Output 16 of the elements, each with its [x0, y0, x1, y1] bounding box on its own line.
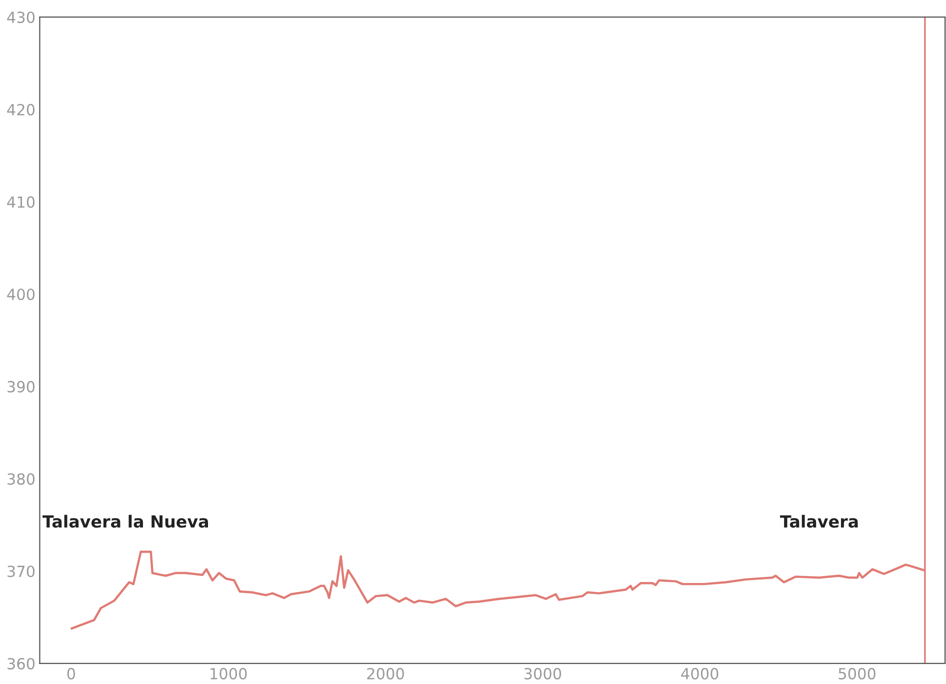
y-tick-label: 430: [7, 12, 35, 24]
annotation: Talavera: [780, 514, 858, 528]
x-tick-label: 5000: [838, 668, 876, 680]
x-tick-label: 3000: [524, 668, 562, 680]
y-tick-label: 380: [8, 473, 35, 485]
y-tick-label: 420: [7, 104, 35, 116]
y-tick-label: 400: [7, 288, 35, 300]
y-tick-label: 390: [8, 380, 35, 392]
x-tick-label: 2000: [367, 668, 404, 680]
y-tick-label: 370: [8, 566, 35, 578]
y-tick-label: 360: [8, 658, 35, 670]
x-tick-label: 4000: [681, 668, 718, 680]
x-tick-label: 1000: [210, 668, 247, 680]
y-tick-label: 410: [7, 196, 35, 208]
annotation: Talavera la Nueva: [42, 514, 208, 528]
x-tick-label: 0: [67, 668, 76, 680]
